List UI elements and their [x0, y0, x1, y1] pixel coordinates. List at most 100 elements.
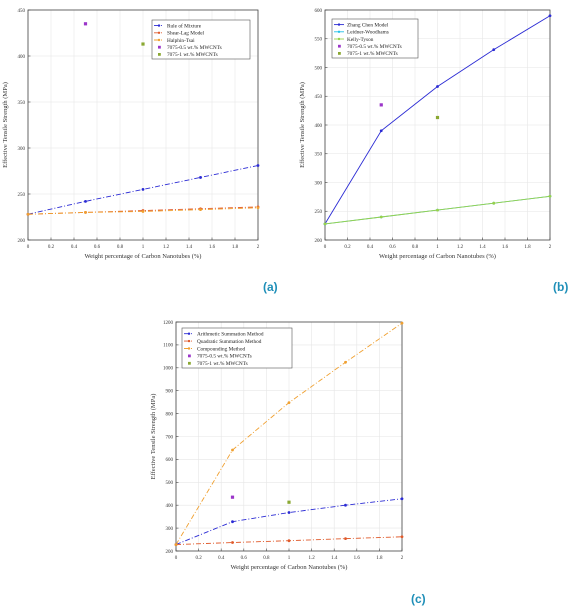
chart-a-series-0-point [141, 188, 145, 191]
chart-b-series-2-point [436, 208, 439, 212]
chart-b-legend-swatch-3 [338, 44, 341, 48]
chart-b-y-tick-label: 350 [315, 153, 323, 158]
chart-a-legend-label-1: Shear-Lag Model [167, 31, 205, 37]
chart-b-series-3-point [379, 103, 383, 107]
chart-a-y-tick-label: 400 [18, 55, 26, 60]
chart-c-legend [181, 327, 293, 369]
chart-b-y-tick-label: 600 [315, 9, 323, 14]
chart-c-y-tick-label: 200 [166, 550, 174, 555]
chart-c-series-2-point [174, 543, 178, 546]
chart-c-x-tick-label: 2 [401, 556, 404, 561]
chart-a-x-tick-label: 0 [27, 245, 30, 250]
chart-b-x-tick-label: 1.4 [479, 245, 486, 250]
chart-a-y-tick-label: 450 [18, 9, 26, 14]
chart-a-x-tick-label: 1.4 [186, 245, 193, 250]
chart-b-series-0-point [379, 129, 383, 133]
chart-c-series-1-point [287, 539, 291, 543]
chart-b-y-tick-label: 250 [315, 210, 323, 215]
chart-a-x-tick-label: 0.2 [48, 245, 55, 250]
chart-a-legend-label-3: 7075-0.5 wt.% MWCNTs [167, 45, 222, 51]
chart-a-y-tick-label: 250 [18, 193, 26, 198]
chart-b-x-tick-label: 1.8 [524, 245, 531, 250]
chart-a-x-tick-label: 0.4 [71, 245, 78, 250]
chart-b-x-axis-title: Weight percentage of Carbon Nanotubes (%… [379, 253, 496, 260]
chart-b-legend-label-0: Zhang Chen Model [347, 22, 389, 28]
chart-a-series-3-point [83, 22, 88, 26]
chart-b-x-tick-label: 1.2 [457, 245, 464, 250]
chart-b-x-tick-label: 0 [324, 245, 327, 250]
chart-b-series-4-point [435, 115, 440, 120]
chart-c-legend-marker-2 [187, 347, 191, 350]
chart-c-series-0-point [344, 503, 347, 507]
chart-c-series-0-point [231, 520, 234, 524]
chart-c-y-tick-label: 1100 [163, 344, 173, 349]
chart-b-x-tick-label: 0.4 [367, 245, 374, 250]
chart-a-series-2-point [199, 208, 202, 212]
chart-c-series-1-point [344, 537, 347, 541]
chart-c-x-tick-label: 0.2 [195, 556, 202, 561]
chart-a-legend-marker-1 [157, 31, 161, 34]
panel-label-a: (a) [263, 280, 278, 294]
chart-a-x-tick-label: 1.2 [163, 245, 170, 250]
chart-c-legend-label-2: Compounding Method [197, 346, 245, 352]
chart-c-y-tick-label: 600 [166, 458, 174, 463]
chart-b-legend-label-4: 7075-1 wt.% MWCNTs [347, 51, 398, 57]
chart-c-series-0-point [400, 497, 404, 501]
chart-a-series-0-point [199, 176, 202, 179]
chart-a-series-2-point [256, 206, 260, 210]
chart-b-y-tick-label: 400 [315, 124, 323, 129]
chart-a-x-tick-label: 0.6 [94, 245, 101, 250]
chart-c-legend-label-0: Arithmetic Summation Method [197, 332, 264, 338]
chart-b-y-tick-label: 200 [315, 239, 323, 244]
chart-a-series-2-point [26, 212, 30, 216]
chart-c-legend-swatch-4 [188, 361, 191, 365]
chart-b-legend-marker-2 [337, 37, 341, 41]
chart-a-series-2-point [84, 211, 87, 214]
chart-c-y-tick-label: 900 [166, 390, 174, 395]
chart-c-x-tick-label: 1.2 [308, 556, 315, 561]
chart-b-series-0-point [492, 48, 496, 52]
chart-c-x-tick-label: 1.6 [354, 556, 361, 561]
chart-c-y-tick-label: 500 [166, 481, 174, 486]
chart-c-series-3-point [230, 495, 235, 499]
chart-a-series-4-point [141, 42, 145, 46]
chart-b-series-2-point [323, 222, 327, 226]
chart-c-legend-marker-0 [187, 332, 191, 335]
chart-b-legend-label-2: Kelly-Tyson [347, 37, 374, 43]
chart-a-x-tick-label: 1.8 [232, 245, 239, 250]
chart-b-legend-marker-0 [337, 23, 341, 26]
chart-c-svg: 0 0.2 0.4 0.6 0.8 1 1.2 1.4 1.6 1.8 2 200 300 400 500 6… [150, 321, 404, 571]
chart-a-legend [151, 19, 251, 60]
panel-label-c: (c) [411, 592, 426, 606]
chart-c-x-tick-label: 0.8 [263, 556, 270, 561]
chart-c-series-2-point [344, 360, 347, 364]
chart-b-series-2-point [548, 194, 552, 198]
chart-a-x-tick-label: 1 [142, 245, 145, 250]
chart-b-x-tick-label: 0.8 [412, 245, 419, 250]
chart-a-series-0-point [256, 164, 260, 167]
chart-b-series-0-point [436, 85, 439, 88]
chart-b-legend-label-3: 7075-0.5 wt.% MWCNTs [347, 44, 402, 50]
chart-c-series-1-point [400, 535, 404, 539]
chart-a-y-tick-label: 200 [18, 239, 26, 244]
chart-c-y-tick-label: 300 [166, 527, 174, 532]
chart-c-y-tick-label: 800 [166, 412, 174, 417]
chart-a-svg: 0 0.2 0.4 0.6 0.8 1 1.2 1.4 1.6 1.8 2 200 250 300 350 4… [2, 9, 260, 260]
chart-c-series-4-point [287, 500, 291, 504]
chart-b-series-0-point [548, 14, 552, 18]
chart-a-x-axis-title: Weight percentage of Carbon Nanotubes (%… [85, 253, 202, 260]
chart-c-series-0-point [287, 511, 291, 514]
chart-c-y-tick-label: 1200 [163, 321, 174, 326]
chart-b-legend-label-1: Leidner-Woodhams [347, 30, 389, 36]
chart-b-svg: 0 0.2 0.4 0.6 0.8 1 1.2 1.4 1.6 1.8 2 200 250 300 350 4… [299, 9, 552, 260]
chart-a-legend-swatch-4 [158, 53, 161, 56]
chart-b-x-tick-label: 0.6 [389, 245, 396, 250]
chart-c-legend-marker-1 [187, 339, 191, 343]
chart-c-legend-swatch-3 [188, 354, 191, 358]
chart-c-x-tick-label: 0.6 [241, 556, 248, 561]
chart-c-x-tick-label: 1.4 [331, 556, 338, 561]
chart-b-legend-swatch-4 [338, 52, 341, 55]
chart-c-legend-label-1: Quadratic Summation Method [197, 339, 262, 345]
chart-b-y-tick-label: 550 [315, 38, 323, 43]
chart-a-series-1-line [27, 206, 259, 215]
